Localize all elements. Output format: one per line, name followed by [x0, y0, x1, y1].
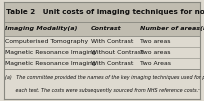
- Text: (a)   The committee provided the names of the key imaging techniques used for pe: (a) The committee provided the names of …: [5, 75, 204, 80]
- Text: each test. The costs were subsequently sourced from NHS reference costs.ᶜ: each test. The costs were subsequently s…: [5, 88, 200, 93]
- Bar: [4, 36, 200, 47]
- Text: Contrast: Contrast: [91, 26, 121, 31]
- Text: Two areas: Two areas: [140, 39, 170, 44]
- Text: Two areas: Two areas: [140, 50, 170, 55]
- Bar: [4, 47, 200, 58]
- Bar: [4, 58, 200, 69]
- Text: Table 2   Unit costs of imaging techniques for non-pulsatile: Table 2 Unit costs of imaging techniques…: [6, 9, 204, 15]
- Text: Magnetic Resonance Imaging: Magnetic Resonance Imaging: [5, 50, 96, 55]
- Text: Two Areas: Two Areas: [140, 61, 171, 66]
- Text: Without Contrast: Without Contrast: [91, 50, 143, 55]
- Text: Imaging Modality(a): Imaging Modality(a): [5, 26, 78, 31]
- Bar: [4, 2, 200, 22]
- Bar: [4, 22, 200, 36]
- Text: Magnetic Resonance Imaging: Magnetic Resonance Imaging: [5, 61, 96, 66]
- Text: With Contrast: With Contrast: [91, 61, 133, 66]
- Bar: [4, 69, 200, 99]
- Text: Computerised Tomography: Computerised Tomography: [5, 39, 88, 44]
- Text: With Contrast: With Contrast: [91, 39, 133, 44]
- Text: Number of areas(b): Number of areas(b): [140, 26, 204, 31]
